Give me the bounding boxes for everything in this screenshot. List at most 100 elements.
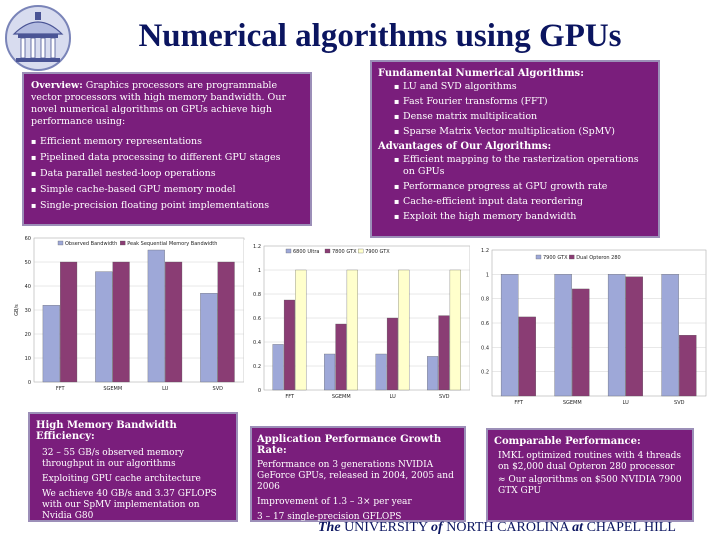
legend-swatch — [324, 248, 331, 254]
footer: The UNIVERSITY of NORTH CAROLINA at CHAP… — [318, 520, 718, 536]
list-item: Exploit the high memory bandwidth — [394, 211, 652, 223]
comparison-line: ≈ Our algorithms on $500 NVIDIA 7900 GTX… — [498, 475, 682, 496]
y-tick-label: 0 — [28, 380, 31, 386]
overview-intro: Overview: Graphics processors are progra… — [31, 80, 303, 128]
x-tick-label: LU — [623, 400, 630, 406]
bandwidth-heading: High Memory Bandwidth Efficiency: — [36, 420, 177, 442]
fundamental-heading: Fundamental Numerical Algorithms: — [378, 68, 584, 79]
y-tick-label: 0.2 — [481, 370, 489, 376]
legend-label: 7800 GTX — [332, 249, 357, 255]
growth-line: Improvement of 1.3 – 3× per year — [257, 497, 412, 507]
y-tick-label: 0.4 — [481, 345, 489, 351]
list-item: Sparse Matrix Vector multiplication (SpM… — [394, 126, 652, 138]
y-tick-label: 40 — [25, 284, 31, 290]
fundamental-list: LU and SVD algorithms Fast Fourier trans… — [394, 81, 652, 138]
legend-label: Peak Sequential Memory Bandwidth — [127, 241, 217, 247]
comparison-chart-svg: 0.2 0.4 0.6 0.8 1 1.2 FFT SGEMM LU SVD 7900 GTX Dua… — [481, 248, 707, 406]
list-item: Simple cache-based GPU memory model — [31, 184, 303, 196]
y-tick-label: 50 — [25, 260, 31, 266]
growth-line: 3 – 17 single-precision GFLOPS — [257, 512, 402, 522]
y-tick-label: 60 — [25, 236, 31, 242]
page-title: Numerical algorithms using GPUs — [138, 18, 622, 54]
bar — [661, 274, 679, 397]
y-tick-label: 20 — [25, 332, 31, 338]
overview-panel: Overview: Graphics processors are progra… — [22, 72, 312, 226]
bar — [200, 293, 218, 383]
y-tick-label: 1.2 — [253, 244, 261, 250]
bandwidth-line: We achieve 40 GB/s and 3.37 GFLOPS with … — [42, 489, 217, 521]
y-tick-label: 10 — [25, 356, 31, 362]
comparison-line: IMKL optimized routines with 4 threads o… — [498, 451, 681, 472]
list-item: Performance progress at GPU growth rate — [394, 181, 652, 193]
bar — [375, 353, 387, 391]
bar — [346, 269, 358, 391]
university-logo — [5, 5, 71, 71]
overview-text: Graphics processors are programmable vec… — [31, 80, 287, 127]
comparison-heading: Comparable Performance: — [494, 436, 641, 447]
list-item: Efficient memory representations — [31, 136, 303, 148]
legend-swatch — [535, 254, 542, 260]
list-item: Dense matrix multiplication — [394, 111, 652, 123]
y-tick-label: 0.2 — [253, 364, 261, 370]
bandwidth-line: 32 – 55 GB/s observed memory throughput … — [42, 448, 184, 469]
overview-lead: Overview: — [31, 80, 83, 91]
list-item: Efficient mapping to the rasterization o… — [394, 154, 652, 178]
bar — [295, 269, 307, 391]
legend-swatch — [569, 254, 575, 260]
bar — [324, 353, 336, 391]
legend-label: 7900 GTX — [365, 249, 390, 255]
bandwidth-panel: High Memory Bandwidth Efficiency: 32 – 5… — [28, 412, 238, 522]
bar — [60, 261, 78, 383]
y-tick-label: 0.6 — [253, 316, 261, 322]
bar — [427, 356, 439, 391]
x-tick-label: SGEMM — [332, 394, 351, 400]
x-tick-label: SGEMM — [563, 400, 582, 406]
growth-line: Performance on 3 generations NVIDIA GeFo… — [257, 460, 454, 492]
x-tick-label: LU — [162, 386, 169, 392]
legend-label: 7900 GTX — [543, 255, 568, 261]
bar — [607, 274, 626, 397]
growth-panel: Application Performance Growth Rate: Per… — [250, 426, 466, 522]
growth-chart-svg: 0 0.2 0.4 0.6 0.8 1 1.2 FFT SGEMM LU SVD 6800 Ultra… — [253, 244, 471, 400]
legend-swatch — [120, 240, 126, 246]
bar — [95, 271, 113, 383]
legend-swatch — [285, 248, 292, 254]
comparison-chart: 0.2 0.4 0.6 0.8 1 1.2 FFT SGEMM LU SVD 7900 GTX Dua… — [470, 244, 710, 412]
y-tick-label: 0.6 — [481, 321, 489, 327]
bar — [147, 249, 165, 383]
overview-list: Efficient memory representations Pipelin… — [31, 136, 303, 212]
bar — [679, 335, 697, 397]
list-item: Single-precision floating point implemen… — [31, 200, 303, 212]
bar — [438, 315, 450, 391]
y-tick-label: 0.8 — [481, 297, 489, 303]
bar — [500, 274, 519, 397]
bar — [272, 344, 284, 391]
legend-swatch — [358, 248, 364, 254]
footer-the: The — [318, 520, 341, 535]
bar — [42, 305, 60, 383]
x-tick-label: SVD — [674, 400, 685, 406]
y-tick-label: 1 — [486, 272, 489, 278]
bandwidth-line: Exploiting GPU cache architecture — [42, 474, 201, 484]
advantages-heading: Advantages of Our Algorithms: — [378, 141, 552, 152]
growth-heading: Application Performance Growth Rate: — [257, 434, 442, 456]
bar — [283, 299, 295, 391]
bar — [335, 323, 347, 391]
x-tick-label: LU — [390, 394, 397, 400]
bar — [572, 288, 590, 397]
bar — [398, 269, 410, 391]
x-tick-label: FFT — [56, 386, 66, 392]
y-axis-label: GB/s — [14, 304, 20, 316]
bandwidth-chart: 0 10 20 30 40 50 60 GB/s FFT SGEMM LU SVD Observed B… — [0, 232, 248, 402]
bar — [165, 261, 183, 383]
fundamental-panel: Fundamental Numerical Algorithms: LU and… — [370, 60, 660, 238]
list-item: Cache-efficient input data reordering — [394, 196, 652, 208]
footer-at: at — [572, 520, 584, 535]
footer-university: UNIVERSITY — [344, 520, 428, 535]
y-tick-label: 0 — [258, 388, 261, 394]
x-tick-label: SVD — [439, 394, 450, 400]
legend-label: Observed Bandwidth — [65, 241, 117, 247]
list-item: Pipelined data processing to different G… — [31, 152, 303, 164]
x-tick-label: FFT — [285, 394, 295, 400]
growth-chart: 0 0.2 0.4 0.6 0.8 1 1.2 FFT SGEMM LU SVD 6800 Ultra… — [244, 240, 474, 408]
